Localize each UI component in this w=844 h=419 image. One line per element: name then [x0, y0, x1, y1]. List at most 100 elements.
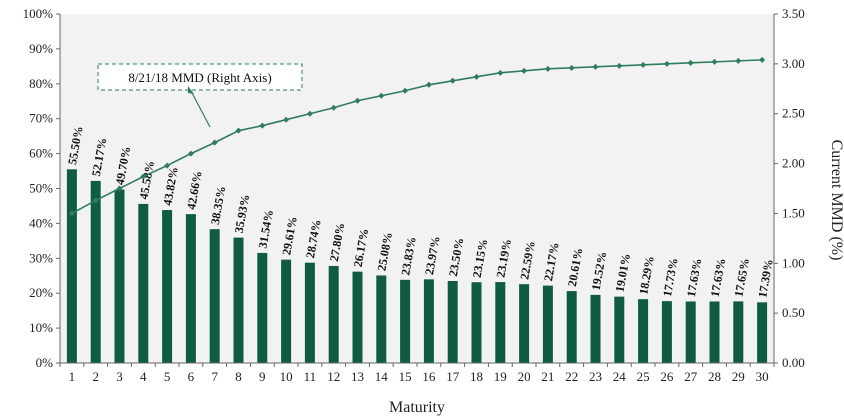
bar-12 [328, 265, 339, 363]
bar-label-8: 35.93% [232, 193, 253, 234]
left-y-axis: 0% 10% 20% 30% 40% 50% 60% 70% 80% 90% 100% [23, 6, 61, 370]
mmd-point-2 [92, 197, 99, 204]
right-y-axis: 0.00 0.50 1.00 1.50 2.00 2.50 3.00 3.50 [773, 6, 805, 370]
bar-29 [733, 301, 744, 363]
mmd-point-29 [735, 57, 742, 64]
mmd-point-19 [497, 69, 504, 76]
bar-label-9: 31.54% [255, 209, 276, 250]
bar-15 [400, 279, 411, 363]
left-tick-label: 90% [29, 41, 53, 56]
x-tick-label-28: 28 [708, 369, 721, 384]
mmd-point-3 [116, 185, 123, 192]
right-tick-label: 3.00 [782, 56, 805, 71]
x-tick-label-16: 16 [422, 369, 436, 384]
bar-label-25: 18.29% [636, 255, 657, 296]
bar-25 [638, 299, 649, 363]
x-tick-label-18: 18 [470, 369, 483, 384]
mmd-line [71, 59, 763, 215]
bar-18 [471, 282, 482, 363]
x-tick-label-25: 25 [637, 369, 650, 384]
bar-21 [542, 285, 553, 363]
mmd-point-23 [592, 63, 599, 70]
bar-19 [495, 282, 506, 363]
x-tick-label-9: 9 [259, 369, 266, 384]
mmd-point-27 [687, 59, 694, 66]
bar-label-18: 23.15% [470, 238, 491, 279]
bar-label-6: 42.66% [184, 170, 205, 211]
bar-label-16: 23.97% [422, 235, 443, 276]
right-tick-label: 1.00 [782, 255, 805, 270]
bar-label-30: 17.39% [755, 258, 776, 299]
x-tick-label-29: 29 [732, 369, 745, 384]
bar-label-22: 20.61% [565, 247, 586, 288]
bar-label-29: 17.65% [731, 257, 752, 298]
annotation-label: 8/21/18 MMD (Right Axis) [128, 70, 271, 85]
bar-label-20: 22.59% [517, 240, 538, 281]
mmd-point-13 [354, 97, 361, 104]
mmd-point-24 [616, 62, 623, 69]
x-tick-label-24: 24 [613, 369, 627, 384]
x-tick-label-17: 17 [446, 369, 460, 384]
x-tick-label-3: 3 [116, 369, 123, 384]
mmd-point-10 [283, 116, 290, 123]
bar-series [66, 169, 768, 363]
bar-30 [757, 302, 768, 363]
bar-17 [447, 280, 458, 363]
x-tick-label-1: 1 [69, 369, 76, 384]
bar-1 [66, 169, 77, 363]
x-tick-label-5: 5 [164, 369, 171, 384]
bar-3 [114, 189, 125, 363]
x-tick-label-30: 30 [756, 369, 769, 384]
mmd-point-1 [68, 210, 75, 217]
bar-10 [281, 259, 292, 363]
mmd-point-9 [259, 122, 266, 129]
mmd-point-15 [402, 87, 409, 94]
x-tick-label-15: 15 [399, 369, 412, 384]
bar-9 [257, 252, 268, 363]
mmd-point-4 [140, 173, 147, 180]
x-tick-label-6: 6 [188, 369, 195, 384]
left-tick-label: 60% [29, 146, 53, 161]
mmd-point-5 [164, 162, 171, 169]
right-tick-label: 2.00 [782, 156, 805, 171]
bar-11 [304, 262, 315, 363]
mmd-point-12 [330, 104, 337, 111]
x-tick-label-20: 20 [518, 369, 531, 384]
bar-23 [590, 294, 601, 363]
x-tick-label-19: 19 [494, 369, 507, 384]
x-tick-label-26: 26 [660, 369, 674, 384]
right-tick-label: 2.50 [782, 106, 805, 121]
left-tick-label: 70% [29, 111, 53, 126]
bar-7 [209, 229, 220, 363]
mmd-point-22 [568, 64, 575, 71]
left-tick-label: 100% [23, 6, 54, 21]
mmd-line-series [68, 56, 766, 217]
annotation-box [97, 63, 303, 91]
left-tick-label: 50% [29, 181, 53, 196]
left-tick-label: 40% [29, 215, 53, 230]
mmd-point-16 [425, 81, 432, 88]
x-tick-label-21: 21 [541, 369, 554, 384]
bar-6 [185, 214, 196, 363]
x-tick-label-14: 14 [375, 369, 389, 384]
bar-label-2: 52.17% [89, 137, 110, 178]
bar-16 [423, 279, 434, 363]
bar-label-14: 25.08% [374, 231, 395, 272]
bar-24 [614, 296, 625, 363]
x-tick-label-22: 22 [565, 369, 578, 384]
bar-label-17: 23.50% [446, 237, 467, 278]
bar-28 [709, 301, 720, 363]
bar-label-5: 43.82% [160, 166, 181, 207]
bar-label-27: 17.63% [684, 257, 705, 298]
mmd-point-14 [378, 92, 385, 99]
bar-label-13: 26.17% [351, 227, 372, 268]
bar-label-26: 17.73% [660, 257, 681, 298]
bar-label-19: 23.19% [493, 238, 514, 279]
bar-label-1: 55.50% [65, 125, 86, 166]
mmd-point-20 [521, 67, 528, 74]
mmd-point-11 [306, 110, 313, 117]
x-tick-label-13: 13 [351, 369, 364, 384]
mmd-point-21 [544, 65, 551, 72]
bar-label-11: 28.74% [303, 218, 324, 259]
mmd-point-18 [473, 73, 480, 80]
